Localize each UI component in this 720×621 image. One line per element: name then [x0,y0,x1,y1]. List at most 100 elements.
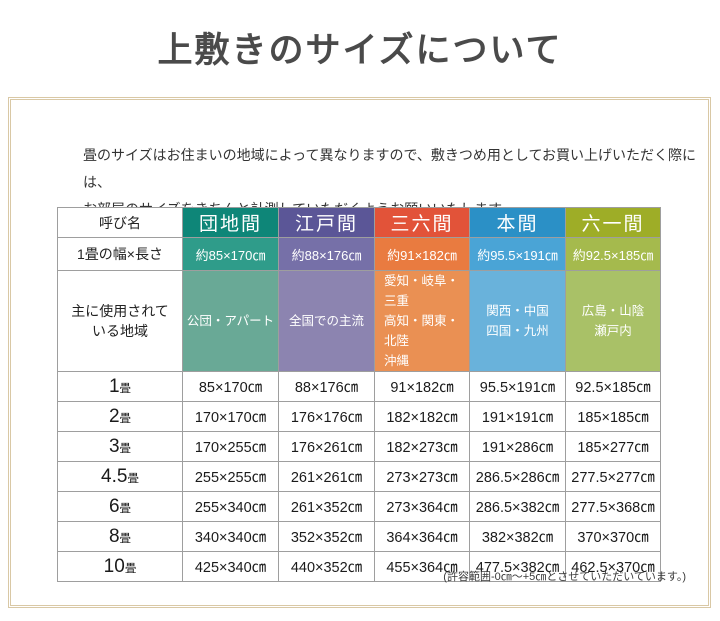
row-label-unit: 畳 [127,472,139,485]
size-value: 286.5×286㎝ [469,461,566,492]
unit-size-honma: 約95.5×191㎝ [469,237,566,271]
row-label-unit: 畳 [124,562,137,575]
size-value: 191×191㎝ [469,401,566,432]
row-label-number: 8 [108,525,120,547]
size-value: 277.5×277㎝ [565,461,661,492]
row-label: 10畳 [57,551,183,582]
size-value: 462.5×370㎝ [565,551,661,582]
row-label-number: 1 [108,375,120,397]
content-frame: 畳のサイズはお住まいの地域によって異なりますので、敷きつめ用としてお買い上げいた… [8,97,711,608]
row-label-number: 10 [103,555,125,577]
region-cell-honma: 関西・中国 四国・九州 [469,270,566,372]
row-label: 3畳 [57,431,183,462]
region-line: 沖縄 [384,354,410,368]
region-line: 四国・九州 [486,324,549,338]
size-value: 185×277㎝ [565,431,661,462]
size-value: 85×170㎝ [182,371,279,402]
region-cell-danchima: 公団・アパート [182,270,279,372]
corner-label: 呼び名 [57,207,183,238]
size-value: 191×286㎝ [469,431,566,462]
row-label-number: 6 [108,495,120,517]
header-row: 呼び名 団地間 江戸間 三六間 本間 六一間 [57,207,661,238]
size-value: 352×352㎝ [278,521,375,552]
regions-row: 主に使用されて いる地域 公団・アパート 全国での主流 愛知・岐阜・三重 高知・… [57,270,661,372]
region-line: 全国での主流 [288,314,364,328]
size-value: 92.5×185㎝ [565,371,661,402]
size-value: 182×273㎝ [374,431,470,462]
unit-size-danchima: 約85×170㎝ [182,237,279,271]
region-line: 関西・中国 [486,304,549,318]
row-label-unit: 畳 [119,412,132,425]
size-value: 185×185㎝ [565,401,661,432]
row-label: 4.5畳 [57,461,183,492]
size-value: 382×382㎝ [469,521,566,552]
size-value: 88×176㎝ [278,371,375,402]
size-value: 176×261㎝ [278,431,375,462]
size-value: 277.5×368㎝ [565,491,661,522]
size-value: 261×352㎝ [278,491,375,522]
table-row-6jo: 6畳 255×340㎝ 261×352㎝ 273×364㎝ 286.5×382㎝… [57,491,661,522]
tatami-unit-size-row: 1畳の幅×長さ 約85×170㎝ 約88×176㎝ 約91×182㎝ 約95.5… [57,237,661,271]
column-header-rokuichima: 六一間 [565,207,661,238]
description-line-1: 畳のサイズはお住まいの地域によって異なりますので、敷きつめ用としてお買い上げいた… [83,147,697,190]
row-label: 2畳 [57,401,183,432]
row-label-unit: 畳 [119,382,132,395]
row-label-number: 2 [108,405,120,427]
table-row-4-5jo: 4.5畳 255×255㎝ 261×261㎝ 273×273㎝ 286.5×28… [57,461,661,492]
unit-size-saburoma: 約91×182㎝ [374,237,470,271]
unit-size-edoma: 約88×176㎝ [278,237,375,271]
table-row-3jo: 3畳 170×255㎝ 176×261㎝ 182×273㎝ 191×286㎝ 1… [57,431,661,462]
region-row-label-line1: 主に使用されて [71,303,169,319]
table-row-10jo: 10畳 425×340㎝ 440×352㎝ 455×364㎝ 477.5×382… [57,551,661,582]
size-value: 455×364㎝ [374,551,470,582]
region-cell-saburoma: 愛知・岐阜・三重 高知・関東・北陸 沖縄 [374,270,470,372]
region-line: 愛知・岐阜・三重 [384,274,460,308]
size-row-label: 1畳の幅×長さ [57,237,183,271]
size-value: 182×182㎝ [374,401,470,432]
region-row-label: 主に使用されて いる地域 [57,270,183,372]
column-header-danchima: 団地間 [182,207,279,238]
unit-size-rokuichima: 約92.5×185㎝ [565,237,661,271]
row-label-unit: 畳 [119,532,132,545]
size-value: 176×176㎝ [278,401,375,432]
row-label-number: 3 [108,435,120,457]
column-header-saburoma: 三六間 [374,207,470,238]
size-value: 91×182㎝ [374,371,470,402]
region-row-label-line2: いる地域 [92,323,148,339]
size-value: 370×370㎝ [565,521,661,552]
size-value: 273×364㎝ [374,491,470,522]
size-table: 呼び名 団地間 江戸間 三六間 本間 六一間 1畳の幅×長さ 約85×170㎝ … [57,207,661,582]
size-value: 364×364㎝ [374,521,470,552]
size-value: 273×273㎝ [374,461,470,492]
size-value: 255×340㎝ [182,491,279,522]
row-label: 8畳 [57,521,183,552]
size-value: 286.5×382㎝ [469,491,566,522]
page-title: 上敷きのサイズについて [157,30,563,71]
column-header-honma: 本間 [469,207,566,238]
region-line: 広島・山陰 [581,304,645,318]
column-header-edoma: 江戸間 [278,207,375,238]
table-row-1jo: 1畳 85×170㎝ 88×176㎝ 91×182㎝ 95.5×191㎝ 92.… [57,371,661,402]
region-line: 高知・関東・北陸 [384,314,460,348]
size-value: 340×340㎝ [182,521,279,552]
tolerance-note: (許容範囲-0㎝～+5㎝とさせていただいています。) [443,571,686,583]
size-value: 170×255㎝ [182,431,279,462]
table-row-8jo: 8畳 340×340㎝ 352×352㎝ 364×364㎝ 382×382㎝ 3… [57,521,661,552]
size-value: 261×261㎝ [278,461,375,492]
size-value: 255×255㎝ [182,461,279,492]
table-row-2jo: 2畳 170×170㎝ 176×176㎝ 182×182㎝ 191×191㎝ 1… [57,401,661,432]
region-cell-edoma: 全国での主流 [278,270,375,372]
region-line: 公団・アパート [186,314,275,328]
row-label-unit: 畳 [119,442,132,455]
size-value: 425×340㎝ [182,551,279,582]
region-line: 瀬戸内 [594,324,632,338]
row-label-unit: 畳 [119,502,132,515]
size-value: 440×352㎝ [278,551,375,582]
region-cell-rokuichima: 広島・山陰 瀬戸内 [565,270,661,372]
size-value: 170×170㎝ [182,401,279,432]
row-label: 1畳 [57,371,183,402]
row-label: 6畳 [57,491,183,522]
size-value: 95.5×191㎝ [469,371,566,402]
size-value: 477.5×382㎝ [469,551,566,582]
